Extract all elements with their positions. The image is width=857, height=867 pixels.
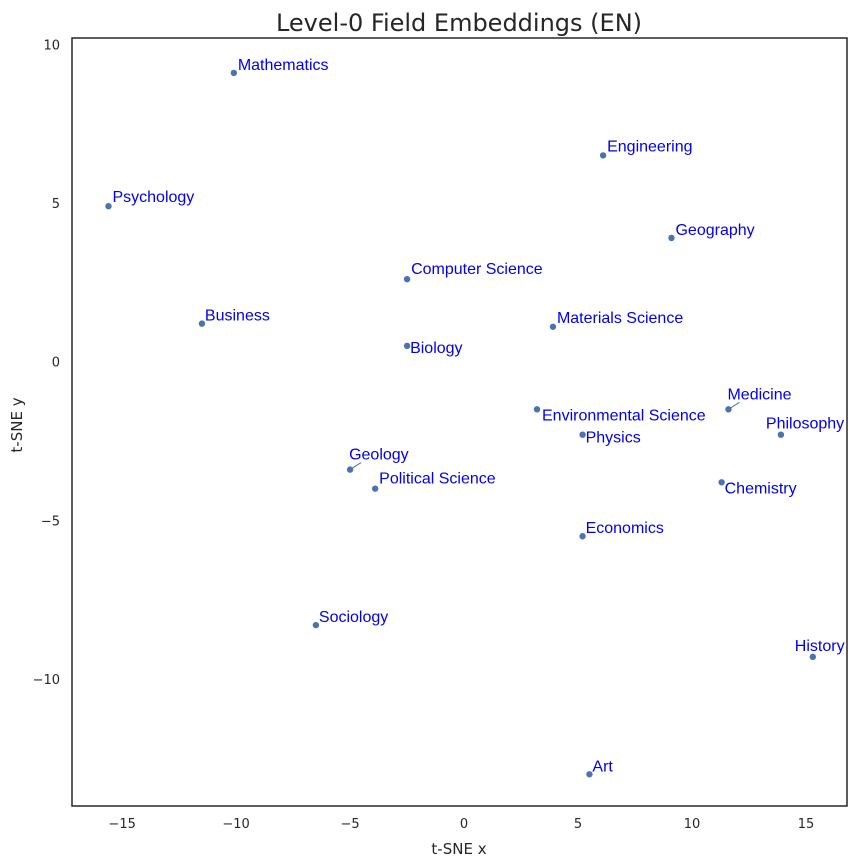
scatter-point <box>346 466 354 473</box>
scatter-point <box>312 621 320 629</box>
scatter-point <box>599 152 607 159</box>
x-tick-label: 0 <box>460 817 468 832</box>
point-label: Computer Science <box>411 261 543 278</box>
scatter-point <box>586 771 593 778</box>
point-label: Engineering <box>607 138 692 155</box>
x-axis-label: t-SNE x <box>431 840 486 858</box>
x-tick-label: −15 <box>108 817 135 832</box>
y-tick-label: −10 <box>33 673 60 688</box>
scatter-point <box>718 479 725 486</box>
point-label: Geography <box>675 222 754 239</box>
point-label: Materials Science <box>557 310 683 327</box>
point-label: Business <box>205 308 270 325</box>
scatter-point <box>533 406 541 413</box>
point-label: Mathematics <box>238 57 329 74</box>
point-label: Economics <box>586 520 664 537</box>
y-axis-label: t-SNE y <box>8 397 26 452</box>
plot-frame <box>71 37 848 807</box>
scatter-point <box>725 406 732 413</box>
scatter-point <box>403 342 411 350</box>
scatter-point <box>579 431 586 438</box>
y-tick-label: 5 <box>52 197 60 212</box>
y-tick-label: 10 <box>43 38 60 53</box>
chart-title: Level-0 Field Embeddings (EN) <box>276 9 642 37</box>
x-axis-ticks: −15 −10 −5 0 5 10 15 <box>108 817 814 832</box>
x-tick-label: 15 <box>798 817 815 832</box>
scatter-point <box>809 653 817 661</box>
scatter-point <box>198 320 206 327</box>
scatter-point <box>230 69 238 77</box>
y-axis-ticks: 10 5 0 −5 −10 <box>33 38 60 688</box>
point-label: Art <box>592 758 613 775</box>
point-label: Chemistry <box>725 480 797 497</box>
y-tick-label: −5 <box>41 514 60 529</box>
scatter-points: Mathematics Engineering Psychology Geograph… <box>105 57 845 778</box>
x-tick-label: −5 <box>341 817 360 832</box>
point-label: Geology <box>349 447 409 464</box>
point-label: Medicine <box>727 386 791 403</box>
scatter-point <box>403 275 411 283</box>
y-tick-label: 0 <box>52 356 60 371</box>
point-label: Philosophy <box>766 416 844 433</box>
point-label: History <box>795 638 845 655</box>
point-label: Biology <box>410 340 462 357</box>
point-label: Psychology <box>112 189 194 206</box>
point-label: Environmental Science <box>542 407 706 424</box>
x-tick-label: 5 <box>574 817 582 832</box>
x-tick-label: −10 <box>222 817 249 832</box>
scatter-point <box>668 234 675 242</box>
scatter-point <box>549 323 557 330</box>
point-label: Political Science <box>379 471 496 488</box>
scatter-point <box>371 485 379 492</box>
point-label: Physics <box>586 430 641 447</box>
point-label: Sociology <box>319 609 388 626</box>
x-tick-label: 10 <box>684 817 701 832</box>
scatter-point <box>579 533 586 540</box>
scatter-point <box>105 202 112 210</box>
scatter-point <box>777 431 785 438</box>
